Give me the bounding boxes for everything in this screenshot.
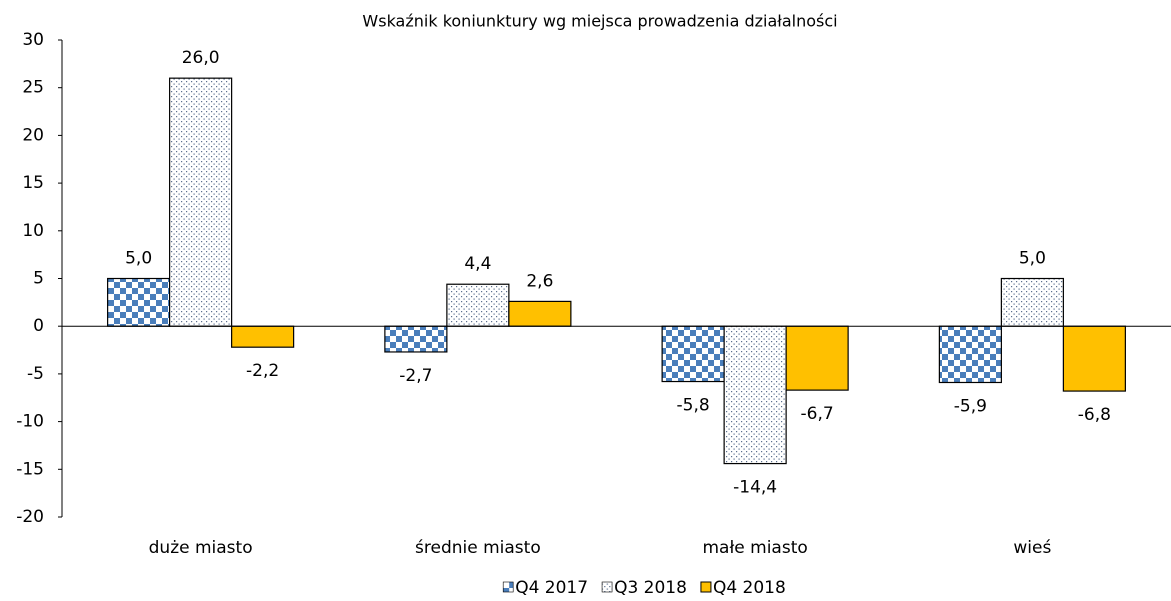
legend-swatch [700, 581, 712, 593]
x-tick-label: duże miasto [149, 538, 253, 558]
bar [938, 325, 1002, 384]
data-label: 4,4 [464, 254, 491, 274]
legend-swatch [502, 581, 514, 593]
legend-swatch [601, 581, 613, 593]
y-tick-label: 25 [22, 78, 44, 98]
y-tick-label: 5 [33, 269, 44, 289]
y-tick-label: 20 [22, 125, 44, 145]
data-label: -5,8 [677, 396, 710, 416]
bar [508, 300, 572, 327]
data-label: -6,7 [801, 404, 834, 424]
data-label: 5,0 [1019, 249, 1046, 269]
data-label: -6,8 [1078, 405, 1111, 425]
bar [661, 325, 725, 383]
y-tick-label: -5 [27, 364, 44, 384]
bar [384, 325, 448, 353]
x-tick-label: małe miasto [702, 538, 807, 558]
y-tick-label: 0 [33, 316, 44, 336]
y-tick-label: -10 [16, 412, 44, 432]
bar [446, 283, 510, 327]
data-label: 26,0 [182, 48, 220, 68]
bar [107, 277, 171, 327]
bar [1000, 277, 1064, 327]
data-label: -2,7 [399, 366, 432, 386]
bar [723, 325, 787, 465]
data-label: -14,4 [733, 478, 777, 498]
bar [231, 325, 295, 348]
legend-label: Q4 2017 [515, 578, 588, 598]
y-tick-label: -15 [16, 459, 44, 479]
bar [785, 325, 849, 391]
bar [169, 77, 233, 327]
y-tick-label: 10 [22, 221, 44, 241]
legend: Q4 2017 Q3 2018 Q4 2018 [502, 578, 786, 598]
x-tick-label: wieś [1013, 538, 1051, 558]
data-label: 5,0 [125, 249, 152, 269]
legend-label: Q3 2018 [614, 578, 687, 598]
bar [1062, 325, 1126, 392]
data-label: -5,9 [954, 396, 987, 416]
y-tick-label: 15 [22, 173, 44, 193]
data-label: 2,6 [526, 271, 553, 291]
y-tick-label: 30 [22, 30, 44, 50]
x-tick-label: średnie miasto [415, 538, 541, 558]
y-tick-label: -20 [16, 507, 44, 527]
data-label: -2,2 [246, 361, 279, 381]
legend-label: Q4 2018 [713, 578, 786, 598]
chart-title: Wskaźnik koniunktury wg miejsca prowadze… [362, 12, 837, 31]
